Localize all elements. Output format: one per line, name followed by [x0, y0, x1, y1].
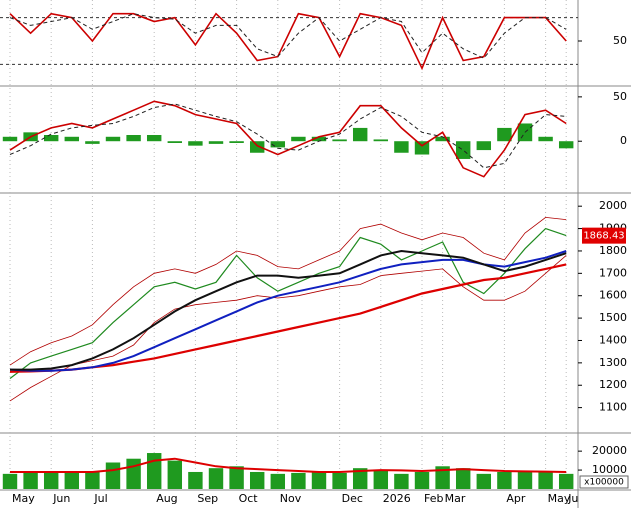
unit-label: x100000 [584, 478, 624, 488]
bar [332, 472, 347, 489]
bar [229, 141, 244, 143]
bar [476, 141, 492, 151]
line [9, 255, 567, 402]
last-price-box [582, 227, 626, 244]
line [9, 216, 567, 366]
bar [229, 466, 244, 489]
bar [394, 141, 409, 153]
line [9, 100, 567, 178]
unit-box [579, 475, 629, 489]
bar [373, 470, 389, 489]
bar [311, 136, 327, 142]
line [9, 250, 567, 372]
y-tick-label: 1100 [599, 401, 627, 414]
x-tick-label: Jun [52, 492, 70, 505]
bar [558, 141, 574, 149]
bar [64, 471, 80, 489]
bar [126, 135, 141, 142]
x-tick-label: May [548, 492, 571, 505]
y-tick-label: 20000 [592, 444, 627, 457]
bar [455, 141, 471, 159]
bar [352, 468, 368, 489]
bar [105, 462, 121, 489]
x-tick-label: Sep [197, 492, 218, 505]
bar [497, 471, 512, 489]
bar [291, 472, 306, 489]
bar [2, 136, 18, 142]
bar [476, 473, 492, 489]
line [9, 103, 567, 169]
y-tick-label: 1700 [599, 266, 627, 279]
x-tick-label: Mar [445, 492, 466, 505]
x-tick-label: Nov [280, 492, 302, 505]
bar [497, 127, 512, 142]
bar [208, 468, 224, 489]
bar [85, 471, 100, 489]
last-price-label: 1868.43 [583, 231, 624, 242]
x-tick-label: Jul [93, 492, 107, 505]
bar [435, 136, 450, 142]
bar [167, 141, 183, 143]
bar [188, 141, 203, 146]
bar [373, 139, 389, 142]
bar [332, 139, 347, 142]
y-tick-label: 1300 [599, 356, 627, 369]
x-tick-label: Oct [239, 492, 259, 505]
y-tick-label: 1800 [599, 244, 627, 257]
y-tick-label: 50 [613, 90, 627, 103]
y-tick-label: 1400 [599, 333, 627, 346]
bar [291, 136, 306, 142]
bar [43, 472, 59, 489]
bar [311, 471, 327, 489]
bar [270, 473, 286, 489]
bar [270, 141, 286, 148]
line [9, 227, 567, 379]
x-tick-label: Dec [342, 492, 363, 505]
bar [414, 141, 430, 155]
line [10, 457, 567, 473]
bar [146, 453, 162, 489]
x-tick-label: 2026 [383, 492, 411, 505]
bar [558, 473, 574, 489]
line [9, 12, 567, 71]
bar [435, 466, 450, 489]
bar [23, 471, 38, 489]
y-tick-label: 1500 [599, 311, 627, 324]
bar [85, 141, 100, 144]
bar [455, 468, 471, 489]
line [9, 263, 567, 373]
bar [188, 471, 203, 489]
bar [538, 136, 553, 142]
x-tick-label: Apr [506, 492, 526, 505]
bar [105, 136, 121, 142]
bar [208, 141, 224, 144]
bar [2, 473, 18, 489]
bar [352, 127, 368, 142]
bar [167, 460, 183, 489]
y-tick-label: 2000 [599, 199, 627, 212]
bar [43, 135, 59, 142]
bar [249, 141, 265, 153]
line [10, 249, 567, 371]
bar [394, 473, 409, 489]
bar [517, 471, 533, 489]
x-tick-label: May [12, 492, 35, 505]
y-tick-label: 1600 [599, 289, 627, 302]
y-tick-label: 0 [620, 134, 627, 147]
x-tick-label: Ju [567, 492, 578, 505]
bar [64, 136, 80, 142]
bar [538, 471, 553, 489]
bar [414, 471, 430, 489]
bar [249, 471, 265, 489]
y-tick-label: 10000 [592, 463, 627, 476]
bar [146, 135, 162, 142]
line [9, 13, 567, 59]
y-tick-label: 50 [613, 34, 627, 47]
y-tick-label: 1200 [599, 378, 627, 391]
x-tick-label: Feb [424, 492, 443, 505]
x-tick-label: Aug [156, 492, 177, 505]
bar [126, 458, 141, 489]
